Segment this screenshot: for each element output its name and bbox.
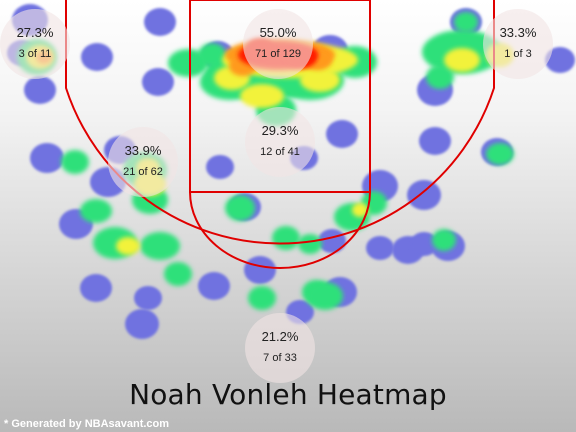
paint-box bbox=[189, 0, 371, 193]
heat-mid-spot bbox=[300, 68, 340, 92]
zone-circle bbox=[483, 9, 553, 79]
heat-cool-spot bbox=[486, 143, 514, 165]
zone-circle bbox=[0, 9, 70, 79]
heat-cool-spot bbox=[248, 286, 276, 310]
heat-cool-spot bbox=[168, 49, 208, 77]
zone-circle bbox=[245, 313, 315, 383]
heat-cold-spot bbox=[30, 143, 64, 173]
heat-cold-spot bbox=[81, 43, 113, 71]
heat-cold-spot bbox=[326, 120, 358, 148]
heat-mid-spot bbox=[116, 237, 140, 255]
heat-cool-spot bbox=[225, 195, 255, 221]
zone-made-attempts: 7 of 33 bbox=[263, 352, 297, 364]
heat-cool-spot bbox=[164, 262, 192, 286]
heat-cool-spot bbox=[298, 234, 322, 254]
free-throw-arc bbox=[189, 191, 371, 269]
heat-cold-spot bbox=[545, 47, 575, 73]
zone-made-attempts: 3 of 11 bbox=[19, 48, 52, 60]
heat-cold-spot bbox=[134, 286, 162, 310]
zone-circle bbox=[243, 9, 313, 79]
heat-mid-spot bbox=[240, 84, 284, 108]
zone-stat-left-corner-three: 27.3% 3 of 11 bbox=[0, 9, 70, 79]
zone-stat-paint-non-ra: 29.3% 12 of 41 bbox=[245, 107, 315, 177]
heat-cold-spot bbox=[366, 236, 394, 260]
zone-made-attempts: 71 of 129 bbox=[255, 48, 301, 60]
zone-stat-mid-range: 33.9% 21 of 62 bbox=[108, 127, 178, 197]
zone-stat-above-break-three: 21.2% 7 of 33 bbox=[245, 313, 315, 383]
zone-stat-right-corner-three: 33.3% 1 of 3 bbox=[483, 9, 553, 79]
heat-cool-spot bbox=[80, 199, 112, 223]
zone-labels-layer: 27.3% 3 of 11 55.0% 71 of 129 33.3% 1 of 3 29.… bbox=[0, 9, 553, 383]
heat-cold-spot bbox=[198, 272, 230, 300]
credit-text: * Generated by NBAsavant.com bbox=[4, 418, 170, 430]
heat-cold-spot bbox=[24, 76, 56, 104]
zone-percentage: 27.3% bbox=[17, 25, 54, 40]
zone-made-attempts: 21 of 62 bbox=[123, 166, 163, 178]
three-point-line bbox=[65, 0, 495, 245]
heat-cold-spot bbox=[318, 229, 346, 253]
zone-percentage: 21.2% bbox=[262, 329, 299, 344]
zone-stat-restricted-area: 55.0% 71 of 129 bbox=[243, 9, 313, 79]
heat-cool-spot bbox=[140, 232, 180, 260]
zone-percentage: 33.9% bbox=[125, 143, 162, 158]
zone-circle bbox=[245, 107, 315, 177]
zone-made-attempts: 1 of 3 bbox=[504, 48, 532, 60]
court-lines bbox=[65, 0, 495, 269]
heat-cool-spot bbox=[432, 229, 456, 251]
zone-circle bbox=[108, 127, 178, 197]
heat-cold-spot bbox=[144, 8, 176, 36]
heat-cool-spot bbox=[61, 150, 89, 174]
heat-cool-spot bbox=[272, 226, 300, 250]
heat-cool-spot bbox=[307, 282, 343, 310]
heat-cold-spot bbox=[125, 309, 159, 339]
zone-percentage: 55.0% bbox=[260, 25, 297, 40]
heat-mid-spot bbox=[352, 203, 368, 217]
heat-cold-spot bbox=[80, 274, 112, 302]
zone-made-attempts: 12 of 41 bbox=[260, 146, 300, 158]
heat-cold-spot bbox=[407, 180, 441, 210]
heat-mid-spot bbox=[444, 48, 480, 72]
heat-cold-spot bbox=[142, 68, 174, 96]
heat-cool-spot bbox=[454, 12, 478, 32]
chart-title: Noah Vonleh Heatmap bbox=[129, 378, 447, 411]
heat-cool-spot bbox=[426, 65, 454, 89]
heat-cold-spot bbox=[410, 232, 438, 256]
zone-percentage: 33.3% bbox=[500, 25, 537, 40]
heat-cold-spot bbox=[206, 155, 234, 179]
heat-cold-spot bbox=[244, 256, 276, 284]
zone-percentage: 29.3% bbox=[262, 123, 299, 138]
heat-cool-spot bbox=[198, 43, 226, 67]
heat-cold-spot bbox=[419, 127, 451, 155]
